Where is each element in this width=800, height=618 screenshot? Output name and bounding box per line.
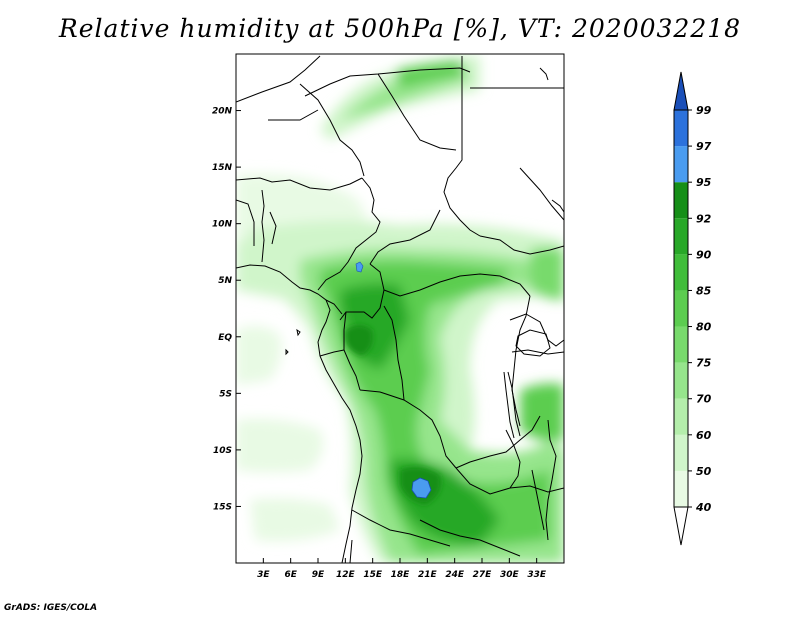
lon-tick-label: 30E	[500, 570, 520, 580]
grads-credit: GrADS: IGES/COLA	[4, 603, 98, 613]
colorbar-segment	[674, 470, 688, 507]
colorbar-label: 40	[695, 501, 712, 514]
colorbar-segment	[674, 362, 688, 399]
lat-tick-label: 15S	[213, 502, 232, 512]
lat-tick-label: 10S	[213, 446, 232, 456]
lon-tick-label: 15E	[363, 570, 383, 580]
colorbar-label: 75	[696, 357, 712, 370]
colorbar-label: 90	[696, 248, 712, 261]
lon-tick-label: 21E	[418, 570, 438, 580]
humidity-shading	[236, 56, 564, 563]
lon-tick-label: 6E	[284, 570, 297, 580]
colorbar-label: 50	[696, 465, 712, 478]
colorbar-segment	[674, 110, 688, 147]
map-area	[236, 54, 564, 563]
colorbar-frame	[673, 109, 689, 508]
colorbar-label: 85	[696, 284, 712, 297]
colorbar-over-triangle	[673, 71, 689, 111]
colorbar-segment	[674, 326, 688, 363]
colorbar-segment	[674, 290, 688, 327]
colorbar-segment	[674, 182, 688, 219]
lon-tick-label: 27E	[473, 570, 493, 580]
lon-tick-label: 33E	[527, 570, 547, 580]
colorbar-label: 80	[696, 321, 712, 334]
colorbar-label: 97	[696, 140, 712, 153]
colorbar-segment	[674, 146, 688, 183]
lat-tick-label: 5S	[219, 389, 232, 399]
longitude-axis: 3E 6E 9E 12E 15E 18E 21E 24E 27E 30E 33E	[257, 558, 547, 580]
colorbar-label: 99	[696, 104, 712, 117]
map-title: Relative humidity at 500hPa [%], VT: 202…	[58, 14, 742, 43]
country-boundaries	[236, 55, 564, 563]
colorbar-label: 60	[696, 429, 712, 442]
lat-tick-label: 20N	[212, 107, 233, 117]
colorbar-legend: 40 50 60 70 75 80 85 90 92 95 97 99	[673, 71, 712, 546]
lat-tick-label: EQ	[218, 333, 232, 343]
lat-tick-label: 5N	[218, 276, 232, 286]
colorbar-label: 95	[696, 176, 712, 189]
lon-tick-label: 12E	[336, 570, 356, 580]
colorbar-label: 70	[696, 393, 712, 406]
colorbar-segment	[674, 218, 688, 255]
colorbar-segment	[674, 398, 688, 435]
lon-tick-label: 24E	[445, 570, 465, 580]
lat-tick-label: 10N	[212, 220, 233, 230]
latitude-axis: 20N 15N 10N 5N EQ 5S 10S 15S	[212, 107, 241, 512]
lon-tick-label: 9E	[312, 570, 325, 580]
colorbar-segment	[674, 254, 688, 291]
lon-tick-label: 3E	[257, 570, 270, 580]
colorbar-segment	[674, 434, 688, 471]
colorbar-under-triangle	[673, 506, 689, 546]
lon-tick-label: 18E	[391, 570, 411, 580]
colorbar-label: 92	[696, 212, 712, 225]
lat-tick-label: 15N	[212, 163, 233, 173]
